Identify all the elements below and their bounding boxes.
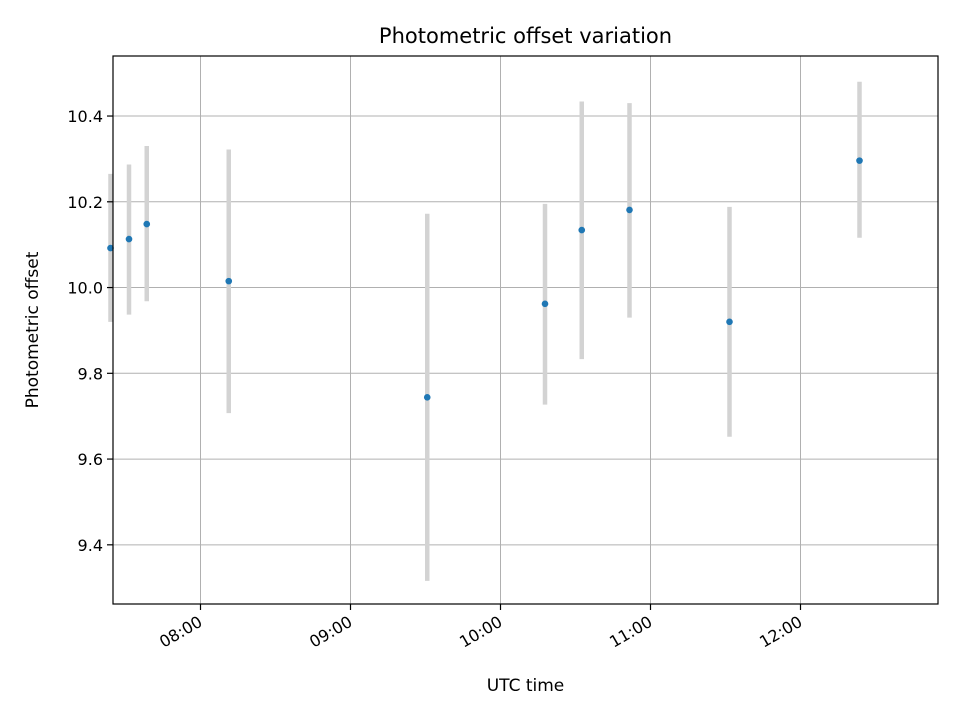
data-point	[143, 220, 151, 228]
data-point	[578, 226, 586, 234]
data-point	[541, 300, 549, 308]
data-point	[626, 206, 633, 214]
y-tick-label: 10.0	[67, 279, 103, 298]
y-tick-label: 10.2	[67, 193, 103, 212]
y-tick-label: 9.8	[78, 364, 103, 383]
x-axis-label: UTC time	[487, 676, 565, 696]
grid-lines	[113, 56, 938, 604]
data-point	[423, 394, 431, 401]
data-point	[856, 157, 863, 164]
y-axis-ticks: 9.4 9.6 9.8 10.0 10.2 10.4	[67, 107, 113, 555]
data-point	[225, 277, 233, 285]
y-tick-label: 9.4	[78, 536, 103, 555]
data-points	[107, 157, 863, 401]
data-point	[107, 244, 114, 252]
data-point	[726, 318, 733, 326]
plot-frame	[112, 55, 939, 605]
chart-title: Photometric offset variation	[379, 24, 672, 48]
y-tick-label: 10.4	[67, 107, 103, 126]
y-axis-label: Photometric offset	[23, 251, 43, 408]
y-tick-label: 9.6	[78, 450, 103, 469]
data-point	[125, 235, 133, 243]
